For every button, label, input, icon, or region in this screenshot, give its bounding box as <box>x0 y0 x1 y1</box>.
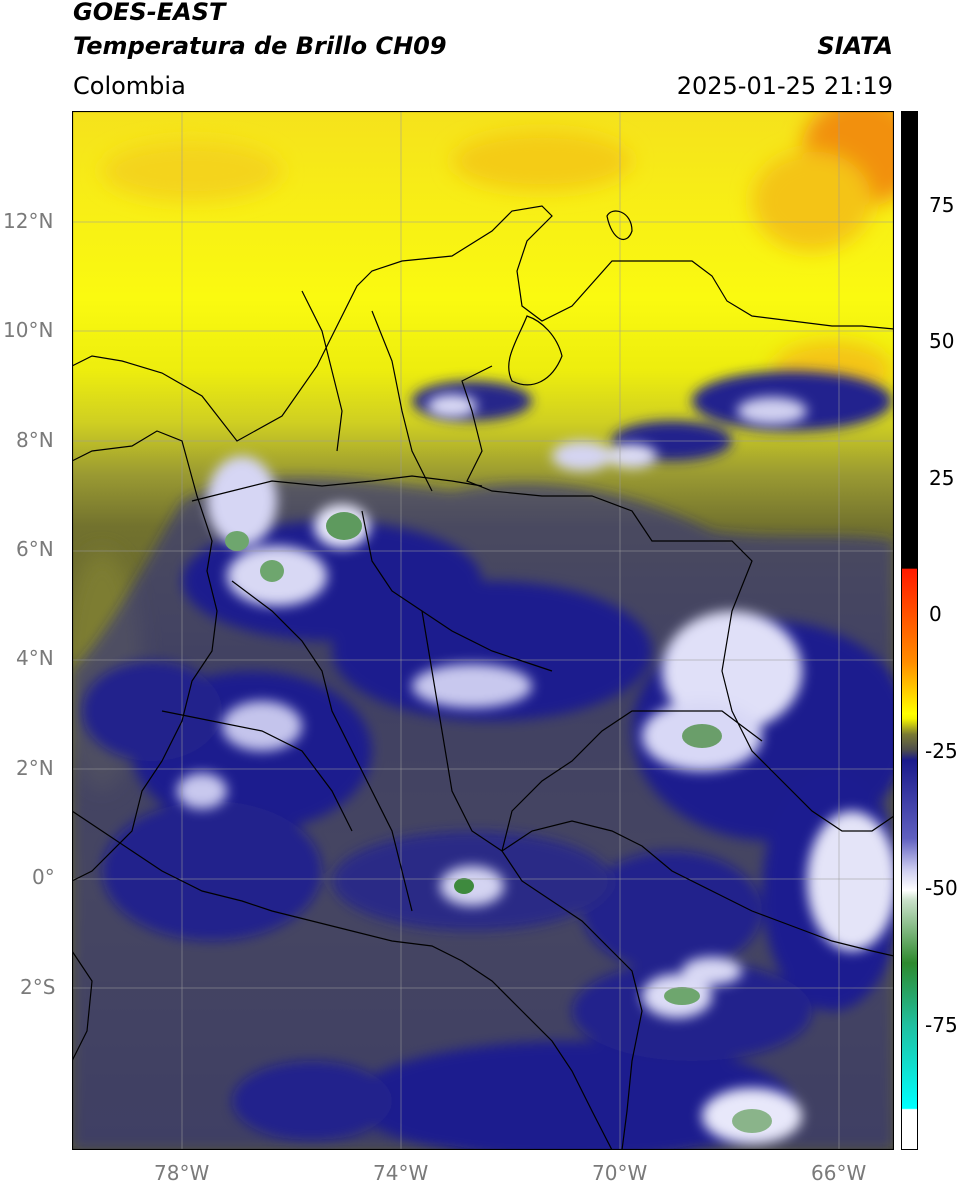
colorbar-tick-minus50: -50 <box>925 876 958 900</box>
lat-tick-10N: 10°N <box>3 318 54 342</box>
internal-border-7 <box>421 610 503 852</box>
internal-border-1 <box>191 475 483 502</box>
map-frame <box>72 111 894 1150</box>
caribbean-coast <box>72 205 894 442</box>
lat-tick-6N: 6°N <box>16 537 54 561</box>
internal-border-6 <box>161 710 353 832</box>
colorbar-fill <box>901 111 918 1150</box>
brightness-temperature-map <box>72 111 894 1150</box>
cold-cloud-tops <box>177 394 894 1144</box>
maracaibo-lake <box>508 315 563 386</box>
boundaries <box>72 205 894 1150</box>
datetime-label: 2025-01-25 21:19 <box>676 72 893 100</box>
lat-tick-2N: 2°N <box>16 756 54 780</box>
lon-tick-78W: 78°W <box>154 1161 210 1185</box>
colorbar-tick-minus75: -75 <box>925 1013 958 1037</box>
product-title: Temperatura de Brillo CH09 <box>73 32 447 60</box>
temperature-colorbar <box>901 111 918 1150</box>
region-label: Colombia <box>73 72 186 100</box>
institution-label: SIATA <box>817 32 893 60</box>
colorbar-tick-50: 50 <box>929 329 955 353</box>
internal-border-4 <box>371 310 433 492</box>
paraguana <box>606 210 633 241</box>
lon-tick-66W: 66°W <box>811 1161 867 1185</box>
colombia-peru <box>72 810 613 1150</box>
colorbar-tick-75: 75 <box>929 193 955 217</box>
lon-tick-74W: 74°W <box>373 1161 429 1185</box>
lat-tick-4N: 4°N <box>16 646 54 670</box>
gridlines <box>72 111 894 1150</box>
colorbar-tick-25: 25 <box>929 466 955 490</box>
lat-tick-2S: 2°S <box>20 975 56 999</box>
pacific-coast <box>72 430 218 882</box>
lat-tick-0: 0° <box>32 865 55 889</box>
colorbar-tick-minus25: -25 <box>925 739 958 763</box>
ecuador-coast <box>72 950 93 1062</box>
coldest-cores <box>225 512 772 1133</box>
lat-tick-8N: 8°N <box>16 428 54 452</box>
amazon-river <box>501 820 894 957</box>
colorbar-frame <box>901 111 918 1150</box>
internal-border-5 <box>301 290 343 452</box>
internal-border-2 <box>231 580 413 912</box>
lon-tick-70W: 70°W <box>592 1161 648 1185</box>
colombia-venezuela <box>461 365 894 832</box>
lat-tick-12N: 12°N <box>3 209 54 233</box>
colombia-brazil <box>501 710 763 1150</box>
satellite-title: GOES-EAST <box>73 0 226 26</box>
internal-border-3 <box>361 510 553 672</box>
colorbar-tick-0: 0 <box>929 602 942 626</box>
